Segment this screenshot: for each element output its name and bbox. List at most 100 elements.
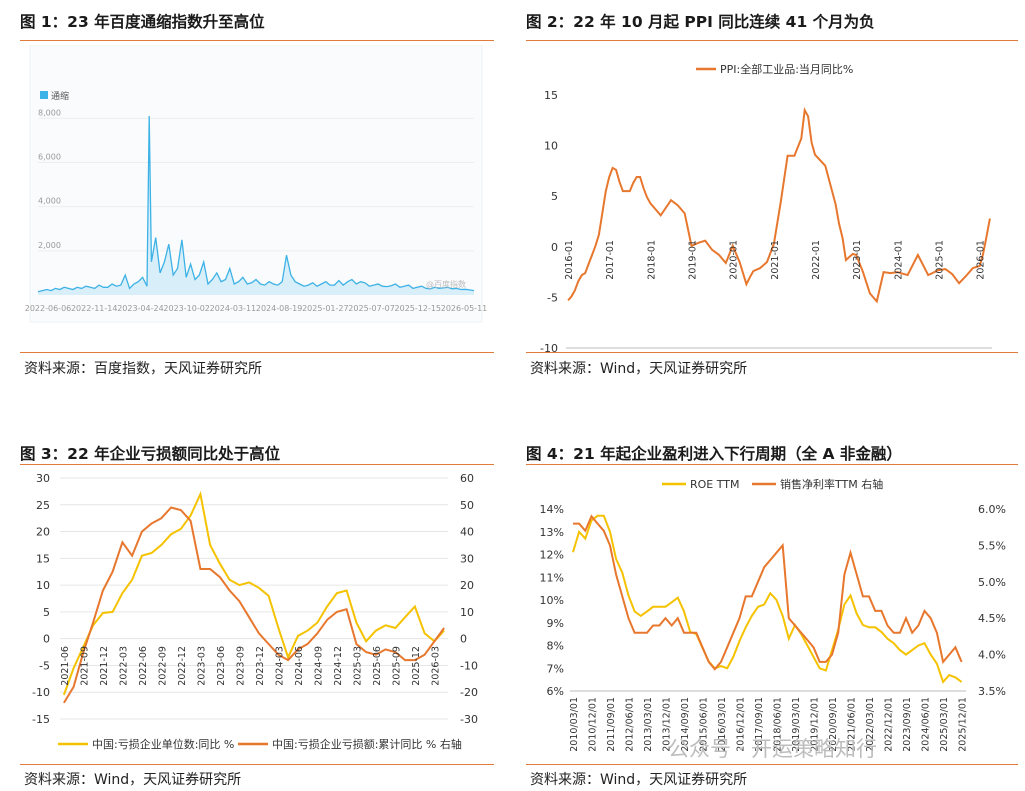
series-line-loss-amount: [63, 506, 445, 704]
x-tick-label: 2023-03: [196, 646, 207, 686]
x-tick-label: 2021/06/01: [847, 697, 858, 752]
panel-baidu-deflation: 图 1：23 年百度通缩指数升至高位 通缩 2,000 4,000 6,000 8,00…: [20, 10, 494, 380]
legend-label: 中国:亏损企业单位数:同比 %: [92, 737, 234, 751]
x-tick-label: 2025-07-07: [348, 304, 395, 313]
x-tick-label: 2022-09: [157, 646, 168, 686]
x-tick-label: 2024-09: [313, 646, 324, 686]
y-tick-label: 15: [544, 89, 558, 102]
y-tick-label: 6,000: [38, 152, 61, 161]
x-tick-label: 2022-12: [177, 646, 188, 686]
y2-tick-label: -20: [460, 686, 478, 699]
chart-loss-firms: -15 -10 -5 0 5 10 15 20 25 30 -30 -20 -10 0 10 20 30 40 50…: [32, 472, 478, 751]
x-tick-label: 2025-12-15: [395, 304, 442, 313]
x-tick-label: 2013/12/01: [661, 697, 672, 752]
legend-swatch: [40, 91, 48, 99]
x-tick-label: 2023/09/01: [902, 697, 913, 752]
series-line: [37, 115, 475, 293]
title-divider: [526, 464, 1018, 465]
title-divider: [526, 40, 1018, 41]
x-tick-label: 2016-01: [564, 240, 575, 280]
chart-title: 图 1：23 年百度通缩指数升至高位: [20, 13, 265, 31]
panel-ppi: 图 2：22 年 10 月起 PPI 同比连续 41 个月为负 PPI:全部工业…: [526, 10, 1018, 380]
y2-tick-label: 4.5%: [978, 612, 1006, 625]
source-divider: [526, 764, 1018, 765]
x-tick-label: 2024-08-19: [256, 304, 303, 313]
x-tick-label: 2025-03: [352, 646, 363, 686]
y-tick-label: 13%: [540, 526, 564, 539]
x-tick-label: 2022/03/01: [865, 697, 876, 752]
x-tick-label: 2020/09/01: [828, 697, 839, 752]
y2-tick-label: 40: [460, 526, 474, 539]
x-tick-label: 2013/03/01: [643, 697, 654, 752]
x-tick-label: 2025/12/01: [958, 697, 969, 752]
y2-tick-label: 10: [460, 606, 474, 619]
series-line-roe: [572, 514, 963, 684]
x-tick-label: 2010/12/01: [587, 697, 598, 752]
source-divider: [526, 352, 1018, 353]
x-tick-label: 2025-06: [372, 646, 383, 686]
legend-label: PPI:全部工业品:当月同比%: [720, 62, 853, 76]
legend-label: 中国:亏损企业亏损额:累计同比 % 右轴: [272, 737, 462, 751]
x-tick-label: 2022-06: [138, 646, 149, 686]
x-tick-label: 2024-03-11: [210, 304, 257, 313]
x-tick-label: 2018/06/01: [773, 697, 784, 752]
y-tick-label: 30: [36, 472, 50, 485]
y-tick-label: 14%: [540, 503, 564, 516]
x-tick-label: 2026-03: [430, 646, 441, 686]
y-tick-label: -5: [39, 659, 50, 672]
x-tick-label: 2023-04-24: [117, 304, 164, 313]
chart-baidu-index: 通缩 2,000 4,000 6,000 8,000 2022-06-06 2022-11-…: [25, 45, 487, 323]
series-line-firm-count: [62, 490, 445, 696]
y-tick-label: -10: [540, 342, 558, 352]
y2-tick-label: 4.0%: [978, 649, 1006, 662]
chart-source: 资料来源：Wind，天风证券研究所: [24, 772, 242, 788]
x-tick-label: 2025-01: [934, 240, 945, 280]
x-tick-label: 2011/09/01: [606, 697, 617, 752]
x-tick-label: 2012/06/01: [624, 697, 635, 752]
y2-tick-label: 5.5%: [978, 539, 1006, 552]
x-tick-label: 2023-12: [255, 646, 266, 686]
y-tick-label: 2,000: [38, 241, 61, 250]
x-tick-label: 2021-01: [770, 240, 781, 280]
x-tick-label: 2017/09/01: [754, 697, 765, 752]
x-tick-label: 2019/03/01: [791, 697, 802, 752]
y-tick-label: 0: [43, 633, 50, 646]
y-tick-label: 12%: [540, 549, 564, 562]
y-tick-label: 5: [551, 190, 558, 203]
chart-watermark: @百度指数: [426, 279, 466, 289]
y2-tick-label: 60: [460, 472, 474, 485]
x-tick-label: 2023-09: [235, 646, 246, 686]
y-tick-label: 10%: [540, 594, 564, 607]
x-tick-label: 2024-12: [333, 646, 344, 686]
x-tick-label: 2023-06: [216, 646, 227, 686]
y-tick-label: 8%: [547, 640, 564, 653]
y2-tick-label: -30: [460, 713, 478, 726]
y-tick-label: 11%: [540, 571, 564, 584]
source-divider: [20, 764, 494, 765]
chart-title: 图 2：22 年 10 月起 PPI 同比连续 41 个月为负: [526, 13, 875, 31]
chart-ppi: PPI:全部工业品:当月同比% -10 -5 0 5 10 15 2016-01 2017-01…: [540, 62, 992, 352]
y-tick-label: 15: [36, 552, 50, 565]
y-tick-label: 10: [36, 579, 50, 592]
x-tick-label: 2025-12: [411, 646, 422, 686]
y-tick-label: 9%: [547, 617, 564, 630]
x-tick-label: 2020-01: [729, 240, 740, 280]
y-tick-label: 5: [43, 606, 50, 619]
chart-profit-cycle: 6% 7% 8% 9% 10% 11% 12% 13% 14% 3.5% 4.0% 4.5% 5.0% 5…: [540, 477, 1006, 752]
y2-tick-label: 5.0%: [978, 576, 1006, 589]
series-line: [567, 107, 991, 304]
chart-source: 资料来源：Wind，天风证券研究所: [530, 772, 748, 788]
x-tick-label: 2017-01: [605, 240, 616, 280]
x-tick-label: 2021-06: [60, 646, 71, 686]
chart-title: 图 4：21 年起企业盈利进入下行周期（全 A 非金融）: [526, 445, 902, 463]
y-tick-label: 4,000: [38, 197, 61, 206]
legend-label: 通缩: [51, 90, 69, 102]
x-tick-label: 2024/06/01: [921, 697, 932, 752]
y-tick-label: 10: [544, 140, 558, 153]
wechat-watermark: 公众号 · 开运策略知行: [668, 737, 878, 761]
x-tick-label: 2015/06/01: [698, 697, 709, 752]
y-tick-label: -5: [547, 291, 558, 304]
series-line-net-margin: [573, 514, 963, 671]
x-tick-label: 2019-01: [688, 240, 699, 280]
x-tick-label: 2021-12: [99, 646, 110, 686]
